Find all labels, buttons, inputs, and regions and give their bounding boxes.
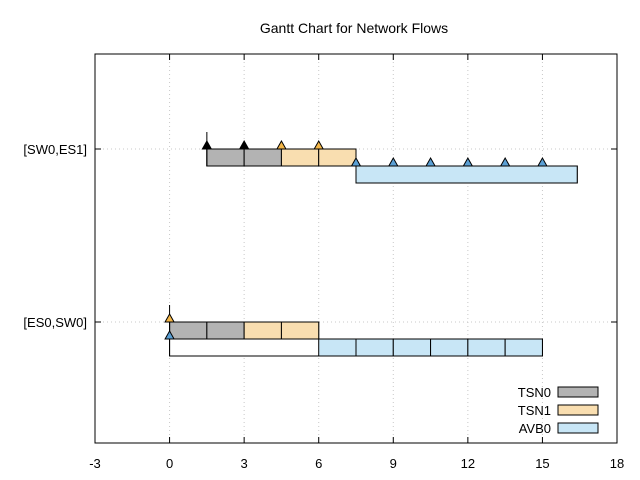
bar-segment-tsn0: [243, 148, 282, 167]
release-marker-tsn1: [164, 312, 175, 323]
legend-swatch: [557, 404, 599, 416]
axes-layer: -3 0 3 6 9 12 15 18 [SW0,ES1] [ES0,SW0]: [23, 54, 624, 471]
plot-frame: [94, 53, 618, 444]
bar-segment-avb0: [430, 338, 469, 357]
bar-segment-tsn1: [318, 148, 357, 167]
bar-segment-avb0: [355, 165, 578, 184]
bar-segment-avb0: [504, 338, 543, 357]
release-marker-tsn1: [313, 139, 325, 150]
legend-label: AVB0: [519, 421, 551, 436]
y-category-label: [SW0,ES1]: [23, 142, 87, 157]
bar-segment-tsn0: [206, 148, 245, 167]
bar-layer: [169, 132, 578, 357]
release-marker-avb0: [499, 156, 511, 167]
release-marker-avb0: [462, 156, 474, 167]
bar-segment-tsn0: [169, 321, 208, 340]
legend-label: TSN1: [518, 403, 551, 418]
x-tick-label: 0: [166, 456, 173, 471]
bar-segment-avb0: [392, 338, 432, 357]
x-tick-label: 18: [610, 456, 624, 471]
legend-swatch: [557, 422, 599, 434]
x-tick-label: -3: [89, 456, 101, 471]
release-marker-avb0: [164, 329, 175, 340]
y-category-label: [ES0,SW0]: [23, 315, 87, 330]
bar-segment-tsn0: [206, 321, 245, 340]
chart-title: Gantt Chart for Network Flows: [260, 20, 448, 36]
legend-swatch: [557, 386, 599, 398]
x-tick-label: 12: [461, 456, 475, 471]
release-marker-avb0: [425, 156, 436, 167]
bar-segment-avb0: [318, 338, 357, 357]
x-tick-label: 9: [390, 456, 397, 471]
release-marker-avb0: [350, 156, 362, 167]
bar-segment-avb0: [355, 338, 394, 357]
release-marker-avb0: [387, 156, 399, 167]
bar-segment-avb0: [467, 338, 506, 357]
release-marker-tsn1: [276, 139, 287, 150]
release-marker-tsn0: [238, 139, 250, 150]
release-marker-avb0: [537, 156, 548, 167]
marker-layer: [164, 139, 548, 340]
bar-segment-tsn1: [243, 321, 282, 340]
bar-segment-tsn1: [280, 321, 320, 340]
legend: TSN0 TSN1 AVB0: [518, 385, 599, 436]
legend-label: TSN0: [518, 385, 551, 400]
bar-segment-tsn1: [280, 148, 320, 167]
x-tick-label: 6: [315, 456, 322, 471]
x-tick-label: 3: [241, 456, 248, 471]
x-tick-label: 15: [535, 456, 549, 471]
release-marker-tsn0: [201, 139, 213, 150]
